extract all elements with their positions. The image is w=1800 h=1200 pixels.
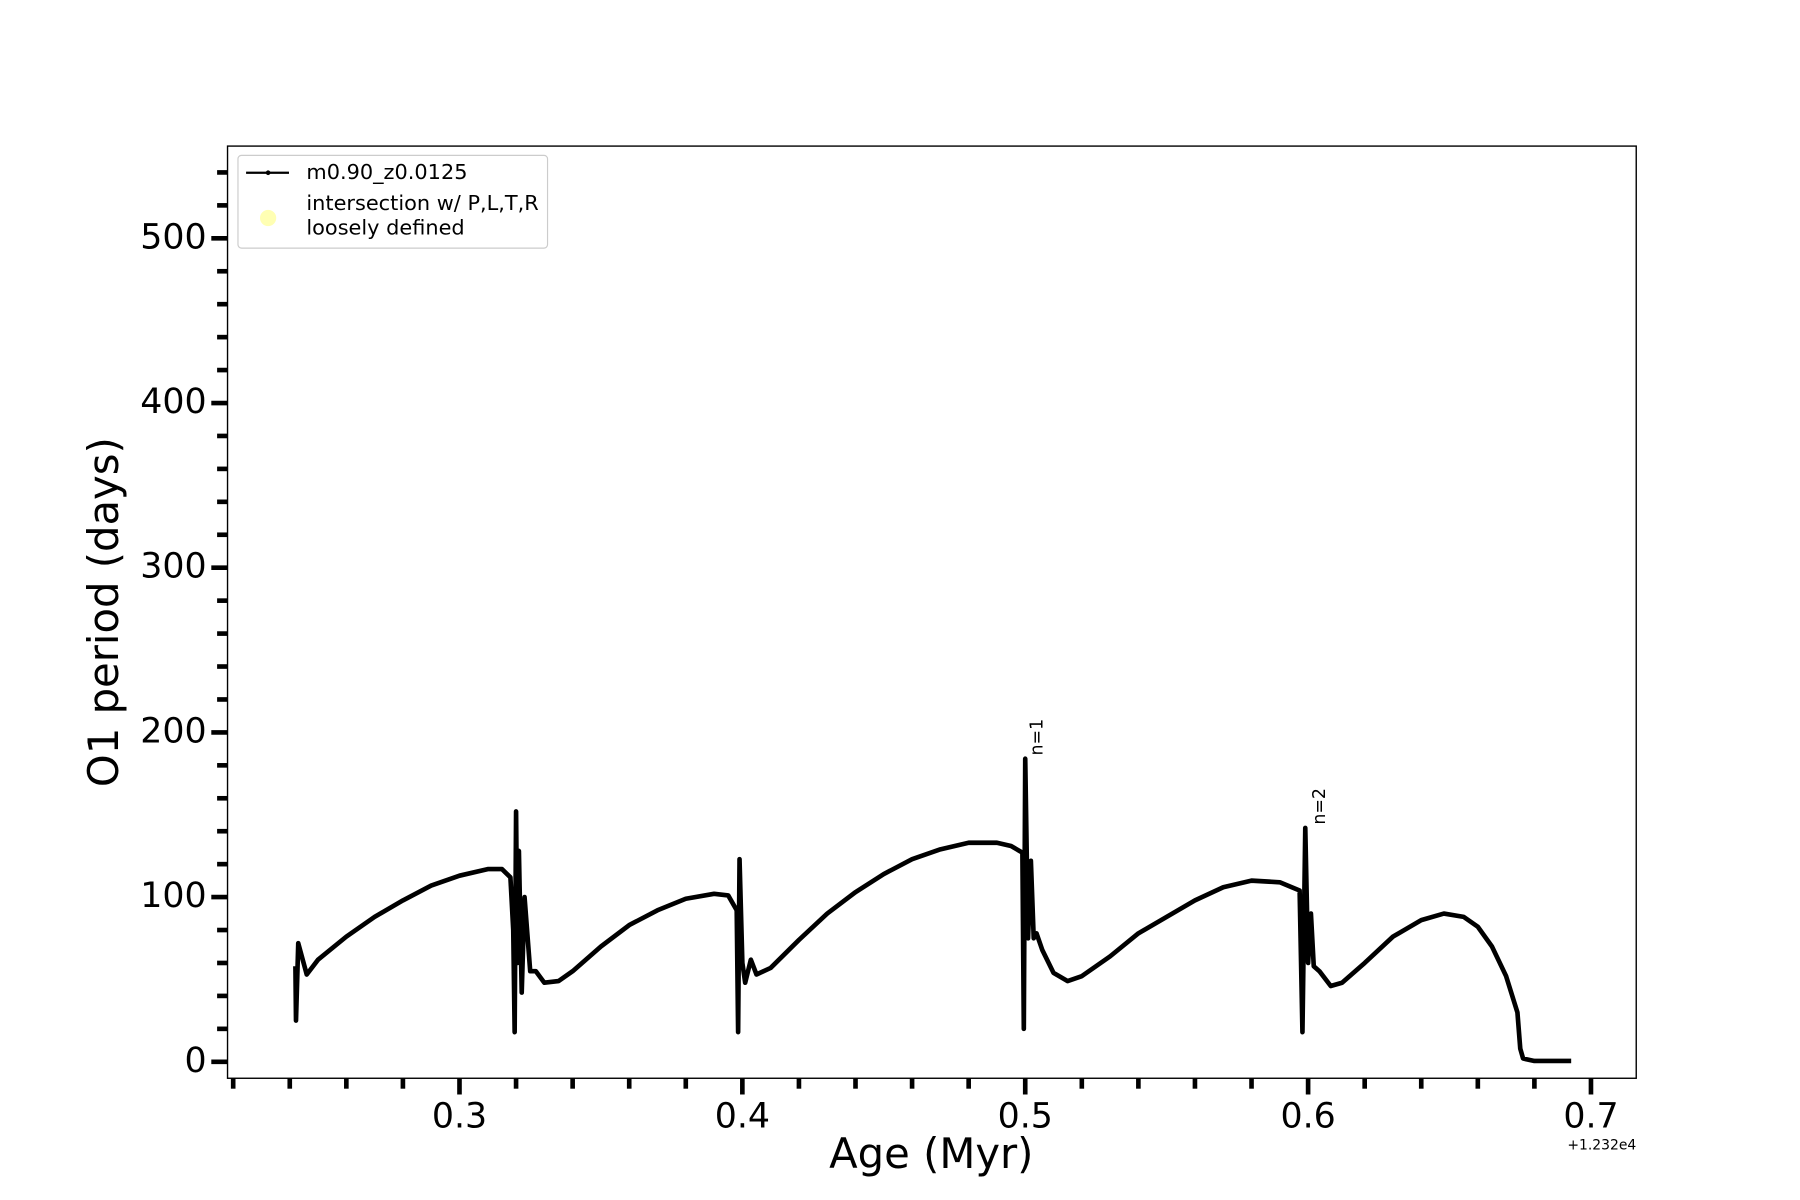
- legend-marker: [260, 209, 277, 227]
- data-line: [293, 756, 1572, 1064]
- annotation: n=1: [1027, 719, 1047, 756]
- x-tick-label: 0.7: [1563, 1097, 1618, 1137]
- plot-frame: [226, 145, 1637, 1079]
- x-tick-label: 0.5: [998, 1097, 1053, 1137]
- y-tick-label: 500: [140, 217, 206, 257]
- x-tick-label: 0.6: [1280, 1097, 1335, 1137]
- y-tick-label: 300: [140, 547, 206, 587]
- legend-label: intersection w/ P,L,T,R: [306, 191, 538, 215]
- y-tick-label: 100: [140, 876, 206, 916]
- y-axis-label: O1 period (days): [79, 437, 128, 787]
- legend-marker: [265, 170, 271, 176]
- x-tick-label: 0.4: [715, 1097, 770, 1137]
- legend-label: loosely defined: [306, 215, 464, 239]
- legend-label: m0.90_z0.0125: [306, 160, 467, 185]
- y-tick-label: 0: [185, 1041, 207, 1081]
- annotation: n=2: [1310, 788, 1330, 825]
- legend: m0.90_z0.0125 intersection w/ P,L,T,Rloos…: [237, 154, 549, 249]
- x-axis-label: Age (Myr): [829, 1129, 1033, 1178]
- y-tick-label: 200: [140, 711, 206, 751]
- x-tick-label: 0.3: [432, 1097, 487, 1137]
- y-tick-label: 400: [140, 382, 206, 422]
- x-offset-label: +1.232e4: [1567, 1138, 1636, 1154]
- legend-frame: [237, 154, 549, 249]
